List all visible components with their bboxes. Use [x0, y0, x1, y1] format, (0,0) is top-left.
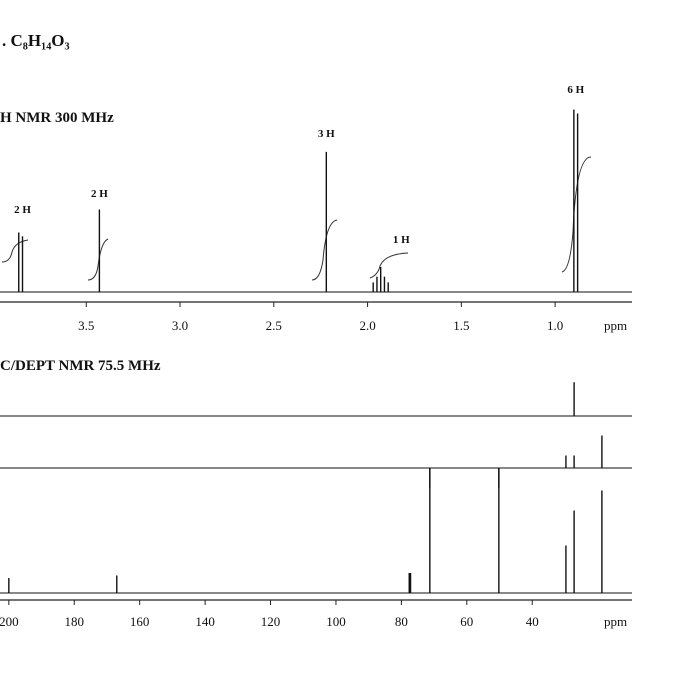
x-tick-label: 60	[460, 614, 473, 629]
x-tick-label: 120	[261, 614, 281, 629]
x-axis-label: ppm	[604, 614, 627, 629]
x-tick-label: 1.5	[453, 318, 469, 333]
integration-curves	[1, 156, 592, 281]
x-tick-label: 40	[526, 614, 539, 629]
integration-label: 3 H	[318, 128, 335, 140]
c-nmr-title: C/DEPT NMR 75.5 MHz	[0, 358, 161, 374]
x-tick-label: 1.0	[547, 318, 563, 333]
integration-label: 6 H	[567, 84, 584, 96]
x-tick-label: 2.5	[266, 318, 282, 333]
integral	[87, 238, 109, 281]
x-tick-label: 100	[326, 614, 346, 629]
integration-label: 2 H	[14, 204, 31, 216]
compound-title: . C₈H₁₄O₃	[2, 31, 70, 50]
x-tick-label: 200	[0, 614, 19, 629]
x-tick-label: 180	[65, 614, 85, 629]
x-tick-label: 160	[130, 614, 150, 629]
x-axis-label: ppm	[604, 318, 627, 333]
x-tick-label: 140	[195, 614, 215, 629]
integral	[561, 156, 592, 273]
integration-label: 2 H	[91, 188, 108, 200]
x-tick-label: 3.0	[172, 318, 188, 333]
integral	[311, 219, 338, 281]
x-tick-label: 2.0	[359, 318, 375, 333]
integration-label: 1 H	[393, 234, 410, 246]
x-tick-label: 3.5	[78, 318, 94, 333]
x-tick-label: 80	[395, 614, 408, 629]
h-nmr-title: H NMR 300 MHz	[0, 110, 114, 126]
integral	[369, 252, 409, 279]
integral	[1, 239, 29, 263]
